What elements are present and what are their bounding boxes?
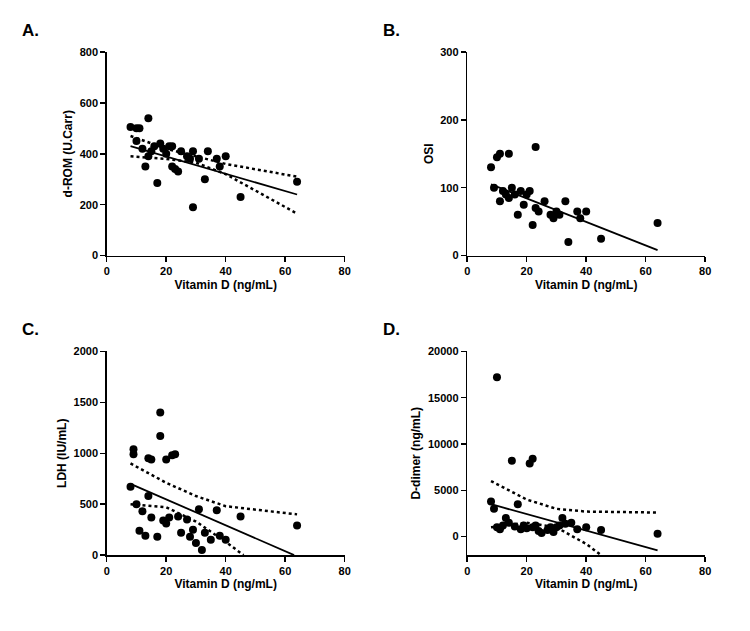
svg-text:5000: 5000 — [434, 484, 458, 496]
svg-text:0: 0 — [92, 549, 98, 561]
svg-text:Vitamin D (ng/mL): Vitamin D (ng/mL) — [174, 278, 276, 292]
svg-text:0: 0 — [452, 249, 458, 261]
svg-text:D.: D. — [383, 320, 400, 339]
svg-text:1500: 1500 — [74, 396, 98, 408]
svg-text:600: 600 — [80, 97, 98, 109]
svg-text:0: 0 — [92, 249, 98, 261]
svg-text:60: 60 — [279, 265, 291, 277]
svg-text:20: 20 — [160, 265, 172, 277]
svg-text:300: 300 — [440, 46, 458, 58]
svg-text:40: 40 — [220, 565, 232, 577]
svg-text:LDH (IU/mL): LDH (IU/mL) — [55, 419, 69, 488]
svg-text:2000: 2000 — [74, 345, 98, 357]
svg-text:10000: 10000 — [428, 438, 459, 450]
svg-text:0: 0 — [104, 565, 110, 577]
svg-text:60: 60 — [279, 565, 291, 577]
svg-text:A.: A. — [22, 21, 39, 40]
svg-text:Vitamin D (ng/mL): Vitamin D (ng/mL) — [535, 577, 637, 591]
svg-text:15000: 15000 — [428, 392, 459, 404]
svg-text:40: 40 — [220, 265, 232, 277]
svg-text:D-dimer (ng/mL): D-dimer (ng/mL) — [409, 407, 423, 500]
svg-text:60: 60 — [640, 565, 652, 577]
svg-text:OSI: OSI — [422, 143, 436, 164]
svg-text:0: 0 — [464, 565, 470, 577]
svg-text:0: 0 — [452, 530, 458, 542]
svg-text:60: 60 — [640, 265, 652, 277]
svg-text:40: 40 — [580, 265, 592, 277]
svg-text:C.: C. — [22, 320, 39, 339]
svg-text:Vitamin D (ng/mL): Vitamin D (ng/mL) — [174, 577, 276, 591]
svg-text:B.: B. — [383, 21, 400, 40]
svg-text:800: 800 — [80, 46, 98, 58]
svg-text:20000: 20000 — [428, 345, 459, 357]
svg-text:200: 200 — [80, 199, 98, 211]
svg-text:500: 500 — [80, 498, 98, 510]
svg-text:40: 40 — [580, 565, 592, 577]
svg-text:400: 400 — [80, 148, 98, 160]
svg-text:20: 20 — [160, 565, 172, 577]
svg-text:d-ROM (U.Carr): d-ROM (U.Carr) — [61, 110, 75, 197]
svg-text:1000: 1000 — [74, 447, 98, 459]
svg-text:Vitamin D (ng/mL): Vitamin D (ng/mL) — [535, 278, 637, 292]
svg-text:200: 200 — [440, 114, 458, 126]
svg-text:0: 0 — [104, 265, 110, 277]
svg-text:100: 100 — [440, 182, 458, 194]
svg-text:80: 80 — [339, 565, 351, 577]
svg-text:20: 20 — [521, 265, 533, 277]
svg-text:20: 20 — [521, 565, 533, 577]
svg-text:80: 80 — [699, 565, 711, 577]
svg-text:80: 80 — [699, 265, 711, 277]
svg-text:0: 0 — [464, 265, 470, 277]
svg-text:80: 80 — [339, 265, 351, 277]
